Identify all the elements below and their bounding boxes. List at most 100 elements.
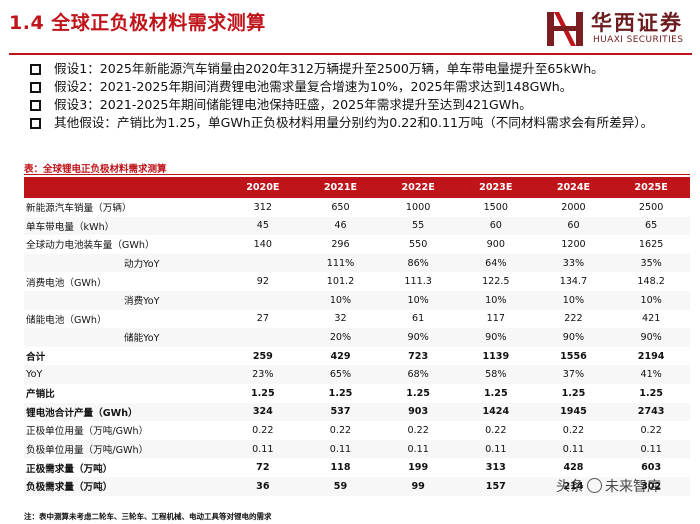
table-cell: 32	[301, 309, 380, 329]
table-cell: 1556	[534, 346, 613, 366]
column-header	[24, 177, 224, 198]
watermark-left: 头条	[556, 479, 584, 495]
table-cell: 0.22	[456, 421, 535, 440]
row-label: 负极需求量（万吨）	[24, 476, 224, 496]
table-cell: 86%	[379, 253, 457, 273]
table-cell: 1.25	[456, 383, 535, 403]
column-header: 2022E	[379, 177, 457, 198]
table-cell: 27	[224, 309, 302, 329]
table-cell: 723	[379, 346, 457, 366]
table-cell: 429	[301, 346, 380, 366]
table-cell: 313	[456, 458, 535, 477]
brand-name-en: HUAXI SECURITIES	[593, 35, 684, 45]
table-cell: 1424	[456, 402, 535, 422]
column-header: 2020E	[224, 177, 302, 198]
table-cell: 60	[456, 216, 535, 236]
table-cell: 0.22	[301, 421, 380, 440]
table-cell: 101.2	[301, 272, 380, 291]
table-cell: 296	[301, 235, 380, 254]
table-cell: 140	[224, 235, 302, 254]
table-cell: 1200	[534, 235, 613, 254]
table-cell: 0.22	[224, 421, 302, 440]
table-header-row: 2020E 2021E 2022E 2023E 2024E 2025E	[24, 177, 690, 198]
table-row: 储能电池（GWh） 27 32 61 117 222 421	[24, 309, 690, 329]
brand-name-cn: 华西证券	[591, 11, 683, 35]
table-cell: 117	[456, 309, 535, 329]
table-cell: 90%	[534, 328, 613, 347]
table-cell: 0.11	[301, 439, 380, 459]
table-cell: 1.25	[534, 383, 613, 403]
table-cell	[224, 290, 302, 310]
table-cell: 55	[379, 216, 457, 236]
table-row: 正极需求量（万吨） 72 118 199 313 428 603	[24, 458, 690, 477]
table-cell: 1000	[379, 198, 457, 217]
table-cell: 10%	[612, 290, 690, 310]
table-row: 负极单位用量（万吨/GWh） 0.11 0.11 0.11 0.11 0.11 0.11	[24, 439, 690, 459]
table-cell: 90%	[456, 328, 535, 347]
brand-logo: 华西证券 HUAXI SECURITIES	[545, 8, 695, 50]
table-cell: 1.25	[301, 383, 380, 403]
table-cell: 324	[224, 402, 302, 422]
table-cell	[224, 328, 302, 347]
table-cell: 1945	[534, 402, 613, 422]
table-footnote: 注：表中测算未考虑二轮车、三轮车、工程机械、电动工具等对锂电的需求	[24, 512, 272, 521]
table-cell: 199	[379, 458, 457, 477]
watermark-right: 未来智库	[605, 479, 661, 495]
huaxi-logo-icon	[547, 12, 583, 46]
table-cell: 90%	[612, 328, 690, 347]
assumption-item: 假设1：2025年新能源汽车销量由2020年312万辆提升至2500万辆，单车带…	[30, 60, 690, 78]
table-row: 储能YoY 20% 90% 90% 90% 90%	[24, 328, 690, 347]
table-cell: 134.7	[534, 272, 613, 291]
table-cell: 10%	[301, 290, 380, 310]
table-cell: 0.22	[534, 421, 613, 440]
assumption-list: 假设1：2025年新能源汽车销量由2020年312万辆提升至2500万辆，单车带…	[30, 60, 690, 132]
column-header: 2021E	[301, 177, 380, 198]
table-cell: 2743	[612, 402, 690, 422]
table-cell: 20%	[301, 328, 380, 347]
row-label: 动力YoY	[24, 253, 224, 273]
table-cell: 428	[534, 458, 613, 477]
table-cell: 111.3	[379, 272, 457, 291]
caption-divider	[24, 174, 690, 175]
table-cell: 0.11	[456, 439, 535, 459]
row-label: 储能电池（GWh）	[24, 309, 224, 329]
table-cell: 0.11	[224, 439, 302, 459]
table-cell: 900	[456, 235, 535, 254]
table-cell: 302	[612, 476, 690, 496]
table-cell	[224, 253, 302, 273]
page-title: 1.4 全球正负极材料需求测算	[9, 12, 266, 34]
table-cell: 0.11	[534, 439, 613, 459]
table-cell: 0.22	[379, 421, 457, 440]
table-cell: 41%	[612, 365, 690, 384]
table-cell: 1.25	[224, 383, 302, 403]
table-cell: 92	[224, 272, 302, 291]
table-cell: 64%	[456, 253, 535, 273]
square-bullet-icon	[30, 82, 41, 93]
table-cell: 10%	[534, 290, 613, 310]
table-cell: 903	[379, 402, 457, 422]
table-row: 消费电池（GWh） 92 101.2 111.3 122.5 134.7 148.2	[24, 272, 690, 291]
table-cell: 122.5	[456, 272, 535, 291]
table-cell: 2000	[534, 198, 613, 217]
table-cell: 37%	[534, 365, 613, 384]
table-cell: 222	[534, 309, 613, 329]
assumption-item: 其他假设：产销比为1.25，单GWh正负极材料用量分别约为0.22和0.11万吨…	[30, 114, 690, 132]
table-cell: 421	[612, 309, 690, 329]
table-row: 消费YoY 10% 10% 10% 10% 10%	[24, 290, 690, 310]
table-cell: 550	[379, 235, 457, 254]
table-cell: 46	[301, 216, 380, 236]
table-cell: 90%	[379, 328, 457, 347]
column-header: 2024E	[534, 177, 613, 198]
watermark: 头条 未来智库	[556, 476, 661, 496]
table-cell: 65%	[301, 365, 380, 384]
assumption-item: 假设2：2021-2025年期间消费锂电池需求量复合增速为10%，2025年需求…	[30, 78, 690, 96]
row-label: 消费YoY	[24, 290, 224, 310]
row-label: 新能源汽车销量（万辆）	[24, 198, 224, 217]
table-cell: 148.2	[612, 272, 690, 291]
table-cell: 0.11	[612, 439, 690, 459]
table-cell: 72	[224, 458, 302, 477]
square-bullet-icon	[30, 100, 41, 111]
table-cell: 0.22	[612, 421, 690, 440]
column-header: 2023E	[456, 177, 535, 198]
table-cell: 312	[224, 198, 302, 217]
